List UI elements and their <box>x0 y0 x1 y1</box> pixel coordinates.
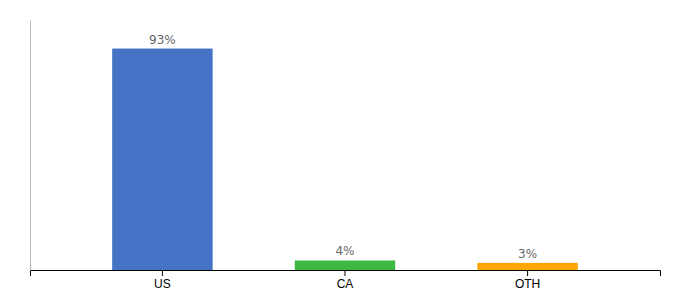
x-tick: CA <box>337 270 354 291</box>
data-label: 4% <box>335 244 354 258</box>
data-labels: 93% 4% 3% <box>149 33 537 261</box>
plot: US CA OTH 93% 4% 3% <box>31 21 661 291</box>
chart: US CA OTH 93% 4% 3% <box>0 0 680 300</box>
bar <box>112 49 212 270</box>
x-tick-label: OTH <box>515 277 540 291</box>
x-tick-mark <box>527 270 528 276</box>
x-axis-line <box>31 271 661 277</box>
x-tick-mark <box>162 270 163 276</box>
bar <box>295 260 395 270</box>
bars <box>112 49 578 270</box>
x-tick: OTH <box>515 270 540 291</box>
y-axis-line <box>30 21 31 271</box>
y-axis <box>30 21 31 271</box>
bar <box>477 263 577 270</box>
x-tick-mark <box>345 270 346 276</box>
x-tick-label: US <box>154 277 171 291</box>
data-label: 3% <box>518 247 537 261</box>
x-axis: US CA OTH <box>31 270 661 291</box>
data-label: 93% <box>149 33 176 47</box>
x-tick: US <box>154 270 171 291</box>
x-tick-label: CA <box>337 277 354 291</box>
